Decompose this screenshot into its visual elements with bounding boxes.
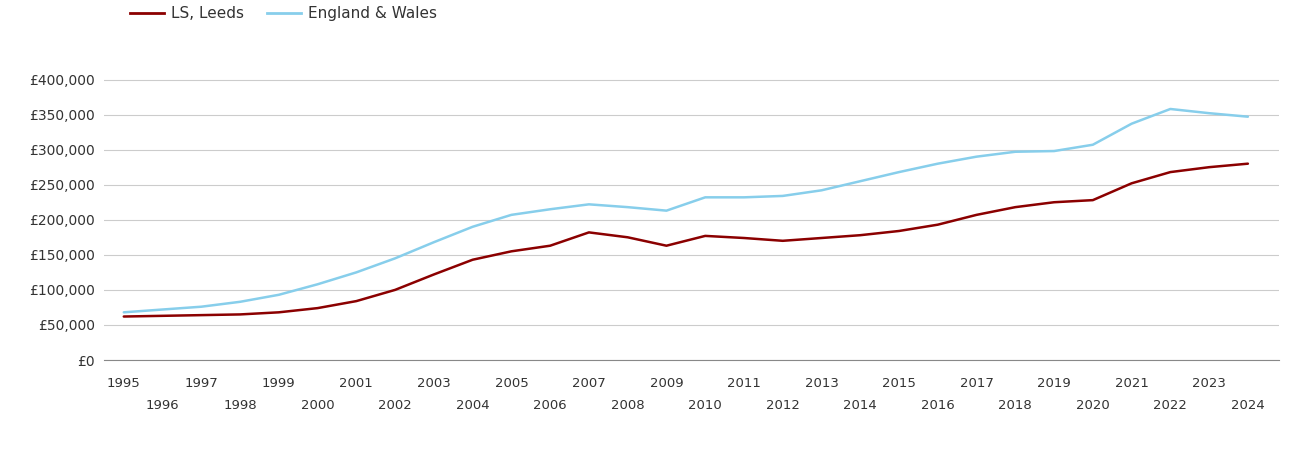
Text: 2017: 2017	[959, 377, 993, 390]
Text: 1995: 1995	[107, 377, 141, 390]
Text: 2022: 2022	[1154, 399, 1188, 412]
Text: 2001: 2001	[339, 377, 373, 390]
Text: 1996: 1996	[146, 399, 179, 412]
Text: 2005: 2005	[495, 377, 529, 390]
Text: 2011: 2011	[727, 377, 761, 390]
Text: 2007: 2007	[572, 377, 606, 390]
Text: 2012: 2012	[766, 399, 800, 412]
Text: 2024: 2024	[1231, 399, 1265, 412]
Text: 2010: 2010	[688, 399, 722, 412]
Text: 2018: 2018	[998, 399, 1032, 412]
Text: 2020: 2020	[1075, 399, 1109, 412]
Text: 1997: 1997	[184, 377, 218, 390]
Text: 1999: 1999	[262, 377, 296, 390]
Text: 2009: 2009	[650, 377, 684, 390]
Text: 2014: 2014	[843, 399, 877, 412]
Text: 2000: 2000	[300, 399, 334, 412]
Text: 1998: 1998	[223, 399, 257, 412]
Text: 2003: 2003	[418, 377, 450, 390]
Text: 2019: 2019	[1037, 377, 1071, 390]
Text: 2016: 2016	[921, 399, 955, 412]
Text: 2013: 2013	[805, 377, 838, 390]
Text: 2021: 2021	[1114, 377, 1148, 390]
Text: 2015: 2015	[882, 377, 916, 390]
Legend: LS, Leeds, England & Wales: LS, Leeds, England & Wales	[124, 0, 444, 27]
Text: 2004: 2004	[455, 399, 489, 412]
Text: 2002: 2002	[378, 399, 412, 412]
Text: 2008: 2008	[611, 399, 645, 412]
Text: 2006: 2006	[534, 399, 566, 412]
Text: 2023: 2023	[1193, 377, 1227, 390]
